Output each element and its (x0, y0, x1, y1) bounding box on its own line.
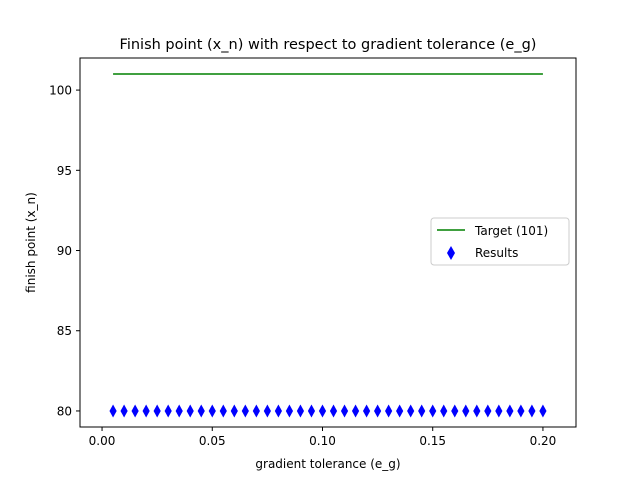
result-point (219, 404, 227, 418)
result-point (539, 404, 547, 418)
result-point (440, 404, 448, 418)
plot-area (109, 73, 547, 418)
y-tick-label: 100 (49, 84, 72, 98)
result-point (451, 404, 459, 418)
result-point (296, 404, 305, 418)
axes-frame (79, 57, 577, 428)
x-tick-label: 0.05 (199, 434, 226, 448)
legend-box (430, 217, 570, 266)
result-point (131, 404, 139, 418)
y-tick-label: 80 (57, 404, 72, 418)
result-point (329, 404, 338, 418)
result-point (241, 404, 249, 418)
y-axis-label: finish point (x_n) (24, 192, 38, 293)
y-tick-label: 95 (57, 164, 72, 178)
result-point (285, 404, 294, 418)
x-tick-label: 0.10 (309, 434, 336, 448)
result-point (429, 404, 437, 418)
x-tick-label: 0.15 (419, 434, 446, 448)
result-point (175, 404, 183, 418)
result-point (274, 404, 282, 418)
result-point (109, 404, 117, 418)
result-point (385, 404, 393, 418)
result-point (120, 404, 128, 418)
result-point (197, 404, 205, 418)
result-point (186, 404, 194, 418)
legend-results-label: Results (475, 246, 518, 260)
result-point (407, 404, 415, 418)
result-point (252, 404, 260, 418)
legend-target-label: Target (101) (474, 224, 548, 238)
result-point (362, 404, 371, 418)
result-point (340, 404, 349, 418)
y-tick-label: 85 (57, 324, 72, 338)
result-point (506, 404, 514, 418)
result-point (462, 404, 470, 418)
result-point (208, 404, 216, 418)
legend-results-marker (447, 246, 455, 260)
x-tick-label: 0.20 (530, 434, 557, 448)
x-tick-label: 0.00 (89, 434, 116, 448)
y-tick-label: 90 (57, 244, 72, 258)
x-axis-label: gradient tolerance (e_g) (255, 457, 400, 471)
result-point (374, 404, 382, 418)
result-point (351, 404, 360, 418)
result-point (528, 404, 536, 418)
result-point (484, 404, 492, 418)
axis-ticks: 0.00 0.05 0.10 0.15 0.20 80 85 90 95 100 (49, 84, 556, 448)
result-point (396, 404, 404, 418)
result-point (164, 404, 172, 418)
result-point (307, 404, 316, 418)
result-point (153, 404, 161, 418)
result-point (263, 404, 271, 418)
result-point (318, 404, 327, 418)
result-point (418, 404, 426, 418)
result-point (230, 404, 238, 418)
result-point (517, 404, 525, 418)
result-point (142, 404, 150, 418)
legend: Target (101) Results (430, 217, 570, 266)
result-point (473, 404, 481, 418)
result-point (495, 404, 503, 418)
chart-title: Finish point (x_n) with respect to gradi… (120, 37, 537, 53)
